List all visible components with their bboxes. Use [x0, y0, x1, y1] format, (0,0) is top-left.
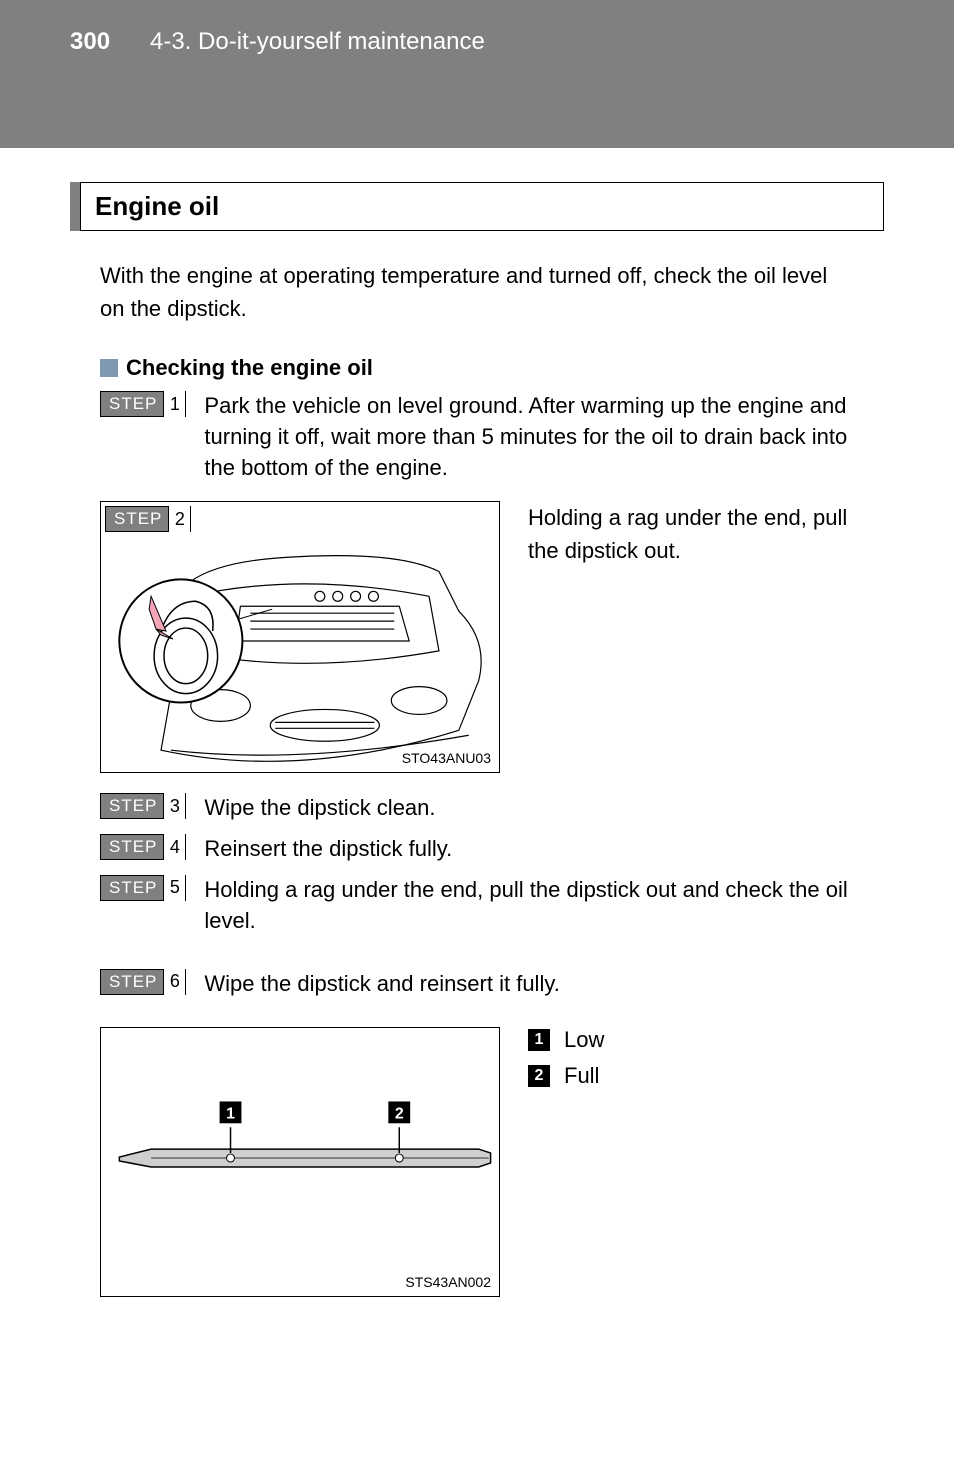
step-number: 6 [163, 969, 185, 995]
content-area: With the engine at operating temperature… [100, 259, 854, 1297]
step-1: STEP 1 Park the vehicle on level ground.… [100, 391, 854, 483]
step-2: STEP 2 [100, 501, 854, 773]
bullet-icon [100, 359, 118, 377]
step-label: STEP [106, 509, 168, 529]
figure-2-row: 1 2 STS43AN002 1 Low 2 Full [100, 1009, 854, 1297]
legend-row-low: 1 Low [528, 1027, 604, 1053]
dipstick-svg: 1 2 [101, 1028, 499, 1296]
section-title: Engine oil [80, 182, 884, 231]
step-5: STEP 5 Holding a rag under the end, pull… [100, 875, 854, 937]
sub-heading: Checking the engine oil [100, 355, 854, 381]
figure-dipstick-levels: 1 2 STS43AN002 [100, 1027, 500, 1297]
step-text: Wipe the dipstick clean. [204, 793, 854, 824]
figure-caption: STO43ANU03 [402, 750, 491, 766]
step-label: STEP [101, 878, 163, 898]
step-4: STEP 4 Reinsert the dipstick fully. [100, 834, 854, 865]
section-accent-bar [70, 182, 80, 231]
step-text: Holding a rag under the end, pull the di… [528, 501, 854, 567]
step-6: STEP 6 Wipe the dipstick and reinsert it… [100, 969, 854, 1000]
legend-label: Low [564, 1027, 604, 1053]
legend-label: Full [564, 1063, 599, 1089]
step-text: Wipe the dipstick and reinsert it fully. [204, 969, 854, 1000]
step-label: STEP [101, 796, 163, 816]
step-badge: STEP 6 [100, 969, 186, 995]
page-number: 300 [70, 28, 110, 56]
step-badge: STEP 4 [100, 834, 186, 860]
legend-row-full: 2 Full [528, 1063, 604, 1089]
step-badge: STEP 1 [100, 391, 186, 417]
step-text: Reinsert the dipstick fully. [204, 834, 854, 865]
svg-text:2: 2 [395, 1106, 404, 1123]
step-label: STEP [101, 837, 163, 857]
legend: 1 Low 2 Full [528, 1027, 604, 1099]
step-badge: STEP 3 [100, 793, 186, 819]
step-3: STEP 3 Wipe the dipstick clean. [100, 793, 854, 824]
svg-text:1: 1 [226, 1106, 235, 1123]
page-header: 300 4-3. Do-it-yourself maintenance [0, 0, 954, 148]
marker-1-icon: 1 [528, 1029, 550, 1051]
figure-caption: STS43AN002 [405, 1274, 491, 1290]
step-number: 5 [163, 875, 185, 901]
step-number: 2 [168, 506, 190, 532]
step-badge: STEP 5 [100, 875, 186, 901]
intro-text: With the engine at operating temperature… [100, 259, 854, 325]
sub-heading-text: Checking the engine oil [126, 355, 373, 380]
step-number: 3 [163, 793, 185, 819]
figure-engine-dipstick: STEP 2 [100, 501, 500, 773]
step-badge: STEP 2 [105, 506, 191, 532]
section-heading: Engine oil [70, 182, 884, 231]
step-text: Holding a rag under the end, pull the di… [204, 875, 854, 937]
step-label: STEP [101, 394, 163, 414]
chapter-title: 4-3. Do-it-yourself maintenance [150, 28, 485, 56]
step-number: 4 [163, 834, 185, 860]
step-number: 1 [163, 391, 185, 417]
step-label: STEP [101, 972, 163, 992]
engine-svg [101, 502, 499, 772]
marker-2-icon: 2 [528, 1065, 550, 1087]
step-text: Park the vehicle on level ground. After … [204, 391, 854, 483]
